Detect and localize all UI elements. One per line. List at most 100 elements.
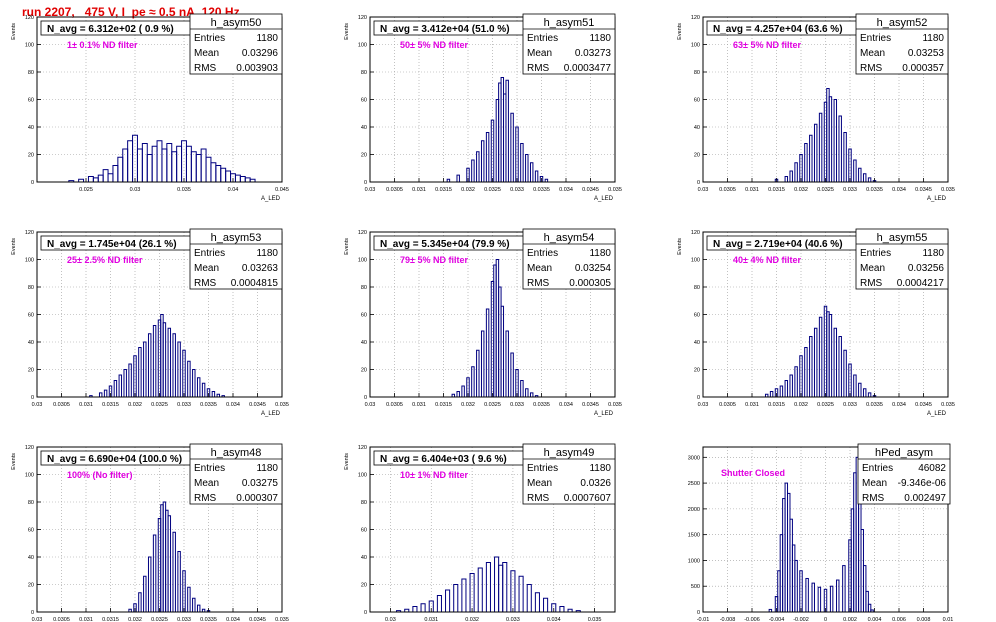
stats-mean-value: -9.346e-06	[898, 478, 947, 489]
stats-entries-label: Entries	[194, 33, 225, 44]
y-tick-label: 20	[361, 583, 367, 589]
histogram-bin	[185, 145, 192, 183]
x-tick-label: 0.0315	[435, 187, 452, 193]
x-axis-label: A_LED	[927, 196, 947, 202]
stats-box	[522, 443, 616, 505]
histogram-bin	[526, 584, 532, 613]
stats-box	[522, 228, 616, 290]
histogram-bin	[195, 154, 202, 183]
x-tick-label: 0.0315	[435, 402, 452, 408]
stats-box	[855, 13, 949, 75]
histogram-bin	[201, 382, 206, 398]
stats-rms-label: RMS	[194, 493, 217, 504]
x-tick-label: 0.031	[745, 402, 759, 408]
histogram-bin	[215, 165, 222, 183]
x-tick-label: 0.0345	[915, 402, 932, 408]
histogram-bin	[87, 176, 94, 183]
stats-entries-value: 1180	[589, 463, 611, 474]
histogram-bin	[445, 589, 451, 613]
stats-entries-label: Entries	[194, 463, 225, 474]
x-tick-label: -0.002	[793, 617, 809, 622]
y-tick-label: 0	[697, 610, 700, 616]
stats-entries-value: 1180	[256, 463, 278, 474]
stats-rms-value: 0.000357	[902, 63, 944, 74]
histogram-bin	[176, 145, 183, 183]
histogram-bin	[138, 592, 142, 613]
y-axis-label: Events	[11, 23, 17, 40]
histogram-bin	[127, 140, 134, 183]
x-tick-label: 0.0335	[200, 402, 217, 408]
histogram-bin	[858, 382, 862, 398]
y-tick-label: 0	[364, 180, 367, 186]
x-tick-label: 0.0315	[102, 402, 119, 408]
histogram-bin	[107, 173, 114, 183]
x-tick-label: 0.032	[128, 617, 142, 622]
y-tick-label: 100	[358, 258, 367, 264]
histogram-bin	[122, 148, 129, 183]
stats-rms-value: 0.0007607	[564, 493, 612, 504]
stats-box	[522, 13, 616, 75]
stats-rms-value: 0.000307	[236, 493, 278, 504]
histogram-name: h_asym49	[544, 447, 595, 459]
y-tick-label: 120	[691, 15, 700, 21]
stats-entries-label: Entries	[527, 463, 558, 474]
y-tick-label: 60	[694, 313, 700, 319]
y-tick-label: 60	[28, 98, 34, 104]
histogram-bin	[828, 314, 833, 398]
histogram-bin	[225, 170, 232, 183]
histogram-bin	[117, 156, 124, 183]
y-tick-label: 20	[28, 583, 34, 589]
histogram-bin	[502, 562, 508, 613]
stats-rms-label: RMS	[527, 493, 550, 504]
x-tick-label: 0.0335	[533, 187, 550, 193]
x-tick-label: 0.0305	[53, 617, 70, 622]
filter-annotation: 25± 2.5% ND filter	[67, 255, 143, 265]
histogram-bin	[220, 167, 227, 183]
y-tick-label: 40	[694, 125, 700, 131]
stats-mean-label: Mean	[527, 478, 552, 489]
x-tick-label: 0.033	[177, 402, 191, 408]
histogram-bin	[461, 578, 467, 613]
histogram-bin	[505, 79, 509, 183]
y-tick-label: 80	[361, 500, 367, 506]
x-tick-label: 0.03	[365, 187, 376, 193]
histogram-bin	[244, 177, 251, 183]
x-tick-label: 0.03	[385, 617, 396, 622]
histogram-bin	[200, 148, 207, 183]
histogram-bin	[146, 154, 153, 183]
histogram-bin	[543, 597, 549, 613]
histogram-title: N_avg = 6.312e+02 ( 0.9 %)	[47, 24, 174, 35]
histogram-bin	[152, 534, 157, 613]
x-tick-label: 0.032	[794, 187, 808, 193]
histogram-bin	[192, 369, 196, 398]
y-axis-label: Events	[344, 453, 350, 470]
histogram-bin	[485, 308, 490, 398]
stats-rms-value: 0.003903	[236, 63, 278, 74]
x-tick-label: 0.03	[32, 617, 43, 622]
stats-rms-value: 0.000305	[569, 278, 611, 289]
histogram-bin	[453, 584, 459, 613]
stats-mean-label: Mean	[527, 48, 552, 59]
histogram-bin	[98, 392, 103, 398]
histogram-bin	[172, 531, 176, 613]
histogram-bin	[152, 325, 157, 398]
stats-mean-label: Mean	[527, 263, 552, 274]
y-tick-label: 40	[361, 125, 367, 131]
stats-entries-value: 46082	[918, 463, 946, 474]
stats-mean-label: Mean	[194, 263, 219, 274]
histogram-bin	[123, 369, 127, 398]
histogram-bin	[92, 177, 99, 183]
y-axis-label: Events	[344, 238, 350, 255]
x-tick-label: -0.008	[720, 617, 736, 622]
histogram-bin	[829, 585, 834, 613]
x-tick-label: 0.034	[226, 617, 240, 622]
stats-rms-value: 0.0004815	[231, 278, 279, 289]
x-tick-label: 0.035	[941, 187, 955, 193]
histogram-bin	[525, 388, 529, 398]
histogram-title: N_avg = 2.719e+04 (40.6 %)	[713, 239, 843, 250]
x-tick-label: 0.031	[745, 187, 759, 193]
histogram-bin	[534, 170, 539, 183]
x-tick-label: 0.0325	[484, 402, 501, 408]
x-tick-label: 0.035	[588, 617, 602, 622]
